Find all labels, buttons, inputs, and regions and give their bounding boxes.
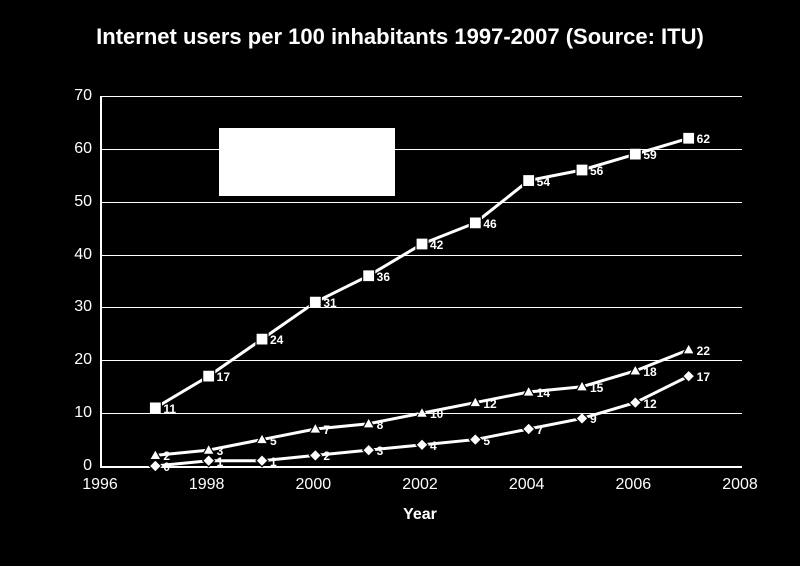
data-label: 5 — [270, 434, 277, 448]
data-label: 15 — [590, 381, 603, 395]
y-tick-label: 60 — [74, 140, 92, 158]
data-label: 10 — [430, 407, 443, 421]
chart-title: Internet users per 100 inhabitants 1997-… — [0, 24, 800, 50]
x-tick-label: 2008 — [722, 476, 758, 494]
marker-diamond-icon — [363, 444, 375, 456]
marker-diamond-icon — [309, 449, 321, 461]
data-label: 1 — [270, 455, 277, 469]
data-label: 18 — [643, 365, 656, 379]
marker-diamond-icon — [149, 460, 161, 472]
marker-square-icon — [629, 148, 641, 160]
marker-square-icon — [683, 132, 695, 144]
marker-square-icon — [523, 175, 535, 187]
y-tick-label: 50 — [74, 193, 92, 211]
gridline — [102, 413, 742, 414]
chart-container: Internet users per 100 inhabitants 1997-… — [0, 0, 800, 566]
data-label: 56 — [590, 164, 603, 178]
data-label: 59 — [643, 148, 656, 162]
data-label: 17 — [217, 370, 230, 384]
data-label: 22 — [697, 344, 710, 358]
data-label: 31 — [323, 296, 336, 310]
marker-diamond-icon — [683, 370, 695, 382]
data-label: 54 — [537, 175, 550, 189]
data-label: 62 — [697, 132, 710, 146]
data-label: 12 — [483, 397, 496, 411]
data-label: 14 — [537, 386, 550, 400]
marker-diamond-icon — [523, 423, 535, 435]
y-tick-label: 70 — [74, 87, 92, 105]
x-tick-label: 1998 — [189, 476, 225, 494]
data-label: 2 — [323, 449, 330, 463]
gridline — [102, 307, 742, 308]
x-tick-label: 2002 — [402, 476, 438, 494]
marker-square-icon — [363, 270, 375, 282]
marker-square-icon — [576, 164, 588, 176]
x-tick-label: 2000 — [296, 476, 332, 494]
data-label: 9 — [590, 412, 597, 426]
series-line-developing — [155, 376, 688, 466]
y-tick-label: 40 — [74, 246, 92, 264]
x-tick-label: 2004 — [509, 476, 545, 494]
y-tick-label: 10 — [74, 404, 92, 422]
gridline — [102, 96, 742, 97]
marker-diamond-icon — [203, 455, 215, 467]
marker-diamond-icon — [416, 439, 428, 451]
marker-square-icon — [203, 370, 215, 382]
y-tick-label: 20 — [74, 351, 92, 369]
marker-triangle-icon — [683, 344, 694, 354]
data-label: 12 — [643, 397, 656, 411]
gridline — [102, 202, 742, 203]
marker-diamond-icon — [576, 412, 588, 424]
plot-area: 1117243136424654565962235781012141518220… — [100, 96, 742, 468]
marker-diamond-icon — [469, 434, 481, 446]
marker-diamond-icon — [629, 397, 641, 409]
x-tick-label: 1996 — [82, 476, 118, 494]
data-label: 5 — [483, 434, 490, 448]
data-label: 8 — [377, 418, 384, 432]
marker-square-icon — [149, 402, 161, 414]
marker-square-icon — [309, 296, 321, 308]
data-label: 7 — [537, 423, 544, 437]
gridline — [102, 360, 742, 361]
data-label: 42 — [430, 238, 443, 252]
data-label: 7 — [323, 423, 330, 437]
data-label: 0 — [163, 460, 170, 474]
data-label: 4 — [430, 439, 437, 453]
marker-square-icon — [256, 333, 268, 345]
data-label: 3 — [377, 444, 384, 458]
x-axis-label: Year — [403, 506, 437, 524]
data-label: 17 — [697, 370, 710, 384]
series-line-developed — [155, 138, 688, 408]
marker-square-icon — [416, 238, 428, 250]
gridline — [102, 255, 742, 256]
data-label: 11 — [163, 402, 176, 416]
data-label: 1 — [217, 455, 224, 469]
marker-diamond-icon — [256, 455, 268, 467]
y-tick-label: 30 — [74, 298, 92, 316]
y-tick-label: 0 — [83, 457, 92, 475]
marker-square-icon — [469, 217, 481, 229]
data-label: 46 — [483, 217, 496, 231]
x-tick-label: 2006 — [616, 476, 652, 494]
data-label: 24 — [270, 333, 283, 347]
data-label: 36 — [377, 270, 390, 284]
